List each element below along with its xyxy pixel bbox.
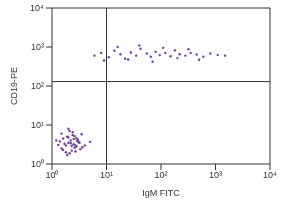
svg-text:10³: 10³ bbox=[209, 170, 222, 180]
svg-text:10¹: 10¹ bbox=[31, 120, 44, 130]
svg-text:10⁰: 10⁰ bbox=[45, 170, 58, 180]
svg-text:CD19-PE: CD19-PE bbox=[9, 67, 19, 105]
svg-text:10²: 10² bbox=[31, 81, 44, 91]
svg-text:10⁰: 10⁰ bbox=[31, 159, 44, 169]
svg-text:10²: 10² bbox=[154, 170, 167, 180]
svg-text:IgM FITC: IgM FITC bbox=[142, 188, 180, 198]
svg-text:10¹: 10¹ bbox=[100, 170, 113, 180]
svg-text:10³: 10³ bbox=[31, 42, 44, 52]
svg-text:10⁴: 10⁴ bbox=[263, 170, 277, 180]
svg-text:10⁴: 10⁴ bbox=[30, 3, 44, 13]
